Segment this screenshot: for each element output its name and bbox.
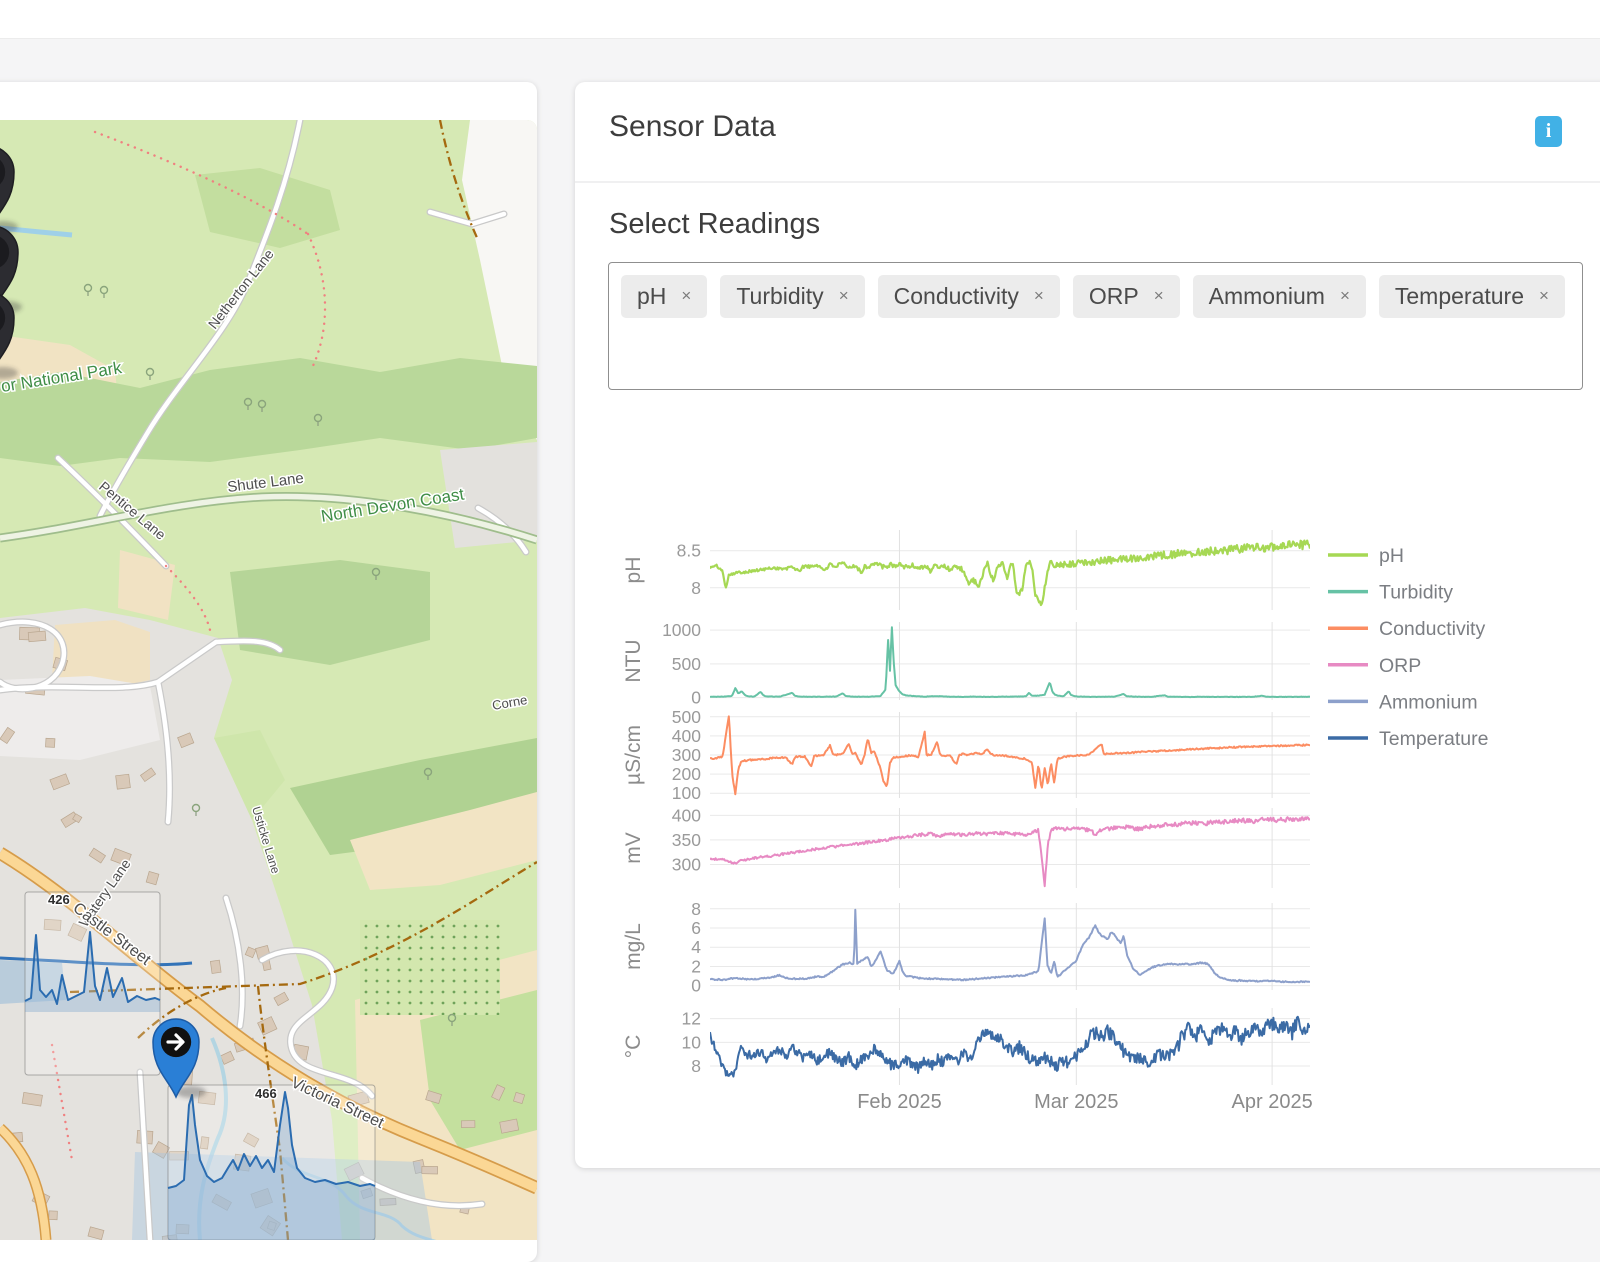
selected-reading-chip[interactable]: Turbidity × xyxy=(720,275,865,319)
selected-reading-chip[interactable]: Temperature × xyxy=(1378,275,1565,319)
subplot-turbidity: 0 500 1000 NTU xyxy=(622,620,1310,708)
svg-text:100: 100 xyxy=(672,783,701,803)
river-line xyxy=(0,956,193,967)
sensor-data-panel: Sensor Data i Select Readings pH × Turbidi… xyxy=(575,82,1600,1168)
panel-title: Sensor Data xyxy=(609,110,776,143)
chip-remove-icon[interactable]: × xyxy=(1339,286,1350,306)
svg-text:500: 500 xyxy=(672,707,701,727)
chip-remove-icon[interactable]: × xyxy=(1153,286,1164,306)
svg-text:Turbidity: Turbidity xyxy=(1379,582,1453,604)
hydrograph-line xyxy=(167,1091,376,1189)
selected-reading-chip[interactable]: Conductivity × xyxy=(877,275,1060,319)
svg-text:pH: pH xyxy=(622,557,645,584)
x-tick-label: Mar 2025 xyxy=(1034,1091,1119,1113)
svg-text:500: 500 xyxy=(672,654,701,674)
svg-text:12: 12 xyxy=(682,1009,701,1029)
svg-text:8: 8 xyxy=(691,578,701,598)
tree-icon xyxy=(191,803,201,813)
header-divider xyxy=(575,181,1600,183)
chip-remove-icon[interactable]: × xyxy=(1033,286,1044,306)
svg-text:200: 200 xyxy=(672,764,701,784)
svg-text:10: 10 xyxy=(682,1032,702,1052)
marker-direction-icon xyxy=(166,1033,185,1051)
chip-label: pH xyxy=(637,283,667,309)
svg-text:Ammonium: Ammonium xyxy=(1379,691,1478,713)
selected-reading-chip[interactable]: pH × xyxy=(621,275,708,319)
map-card: Netherton Lane or National Park Pentice La… xyxy=(0,82,537,1262)
subplot-orp: 300 350 400 mV xyxy=(622,805,1310,888)
tree-icon xyxy=(83,283,93,293)
tree-icon xyxy=(423,767,433,777)
svg-text:6: 6 xyxy=(691,918,701,938)
svg-text:350: 350 xyxy=(672,830,701,850)
map-marker[interactable] xyxy=(152,1018,206,1099)
chip-label: Conductivity xyxy=(893,283,1019,309)
map[interactable]: Netherton Lane or National Park Pentice La… xyxy=(0,120,537,1262)
svg-text:8.5: 8.5 xyxy=(677,541,701,561)
readings-multiselect[interactable]: pH × Turbidity × Conductivity × ORP × Ammonium × T… xyxy=(608,262,1583,390)
svg-text:300: 300 xyxy=(672,854,701,874)
svg-text:8: 8 xyxy=(691,899,701,919)
tree-icon xyxy=(243,397,253,407)
subplot-ph: 8 8.5 pH xyxy=(622,530,1310,610)
orchard-area xyxy=(360,920,500,1015)
tree-icon xyxy=(99,285,109,295)
svg-text:ORP: ORP xyxy=(1379,655,1421,677)
tree-icon xyxy=(313,413,323,423)
chip-label: Temperature xyxy=(1394,283,1524,309)
chip-label: Ammonium xyxy=(1208,283,1325,309)
svg-text:300: 300 xyxy=(672,745,701,765)
svg-text:0: 0 xyxy=(691,976,701,996)
svg-text:mV: mV xyxy=(622,832,645,864)
select-readings-heading: Select Readings xyxy=(609,208,821,240)
svg-text:2: 2 xyxy=(691,956,701,976)
x-tick-label: Apr 2025 xyxy=(1232,1091,1313,1113)
map-label-ref_a: 426 xyxy=(48,892,70,907)
x-tick-label: Feb 2025 xyxy=(857,1091,942,1113)
svg-text:0: 0 xyxy=(691,688,701,708)
map-marker[interactable] xyxy=(0,292,18,379)
svg-text:pH: pH xyxy=(1379,545,1404,567)
svg-text:µS/cm: µS/cm xyxy=(622,725,645,785)
chip-remove-icon[interactable]: × xyxy=(681,286,692,306)
tree-icon xyxy=(257,399,267,409)
tree-icon xyxy=(371,567,381,577)
svg-text:mg/L: mg/L xyxy=(622,923,645,970)
subplot-temperature: 8 10 12 °C xyxy=(622,1008,1310,1085)
svg-text:400: 400 xyxy=(672,726,701,746)
hydrograph-overlay xyxy=(24,891,161,1076)
svg-text:Conductivity: Conductivity xyxy=(1379,618,1485,640)
svg-text:4: 4 xyxy=(691,937,701,957)
chart-legend: pH Turbidity Conductivity ORP Ammonium Temper… xyxy=(1328,545,1488,750)
hydrograph-line xyxy=(24,931,161,1005)
map-label-ref_b: 466 xyxy=(255,1086,277,1101)
selected-reading-chip[interactable]: ORP × xyxy=(1072,275,1180,319)
svg-text:1000: 1000 xyxy=(662,620,701,640)
tree-icon xyxy=(145,367,155,377)
svg-text:Temperature: Temperature xyxy=(1379,728,1488,750)
svg-text:400: 400 xyxy=(672,805,701,825)
svg-text:NTU: NTU xyxy=(622,639,645,682)
chip-label: Turbidity xyxy=(736,283,824,309)
chip-remove-icon[interactable]: × xyxy=(1539,286,1549,306)
tree-icon xyxy=(447,1013,457,1023)
chip-label: ORP xyxy=(1088,283,1139,309)
svg-text:°C: °C xyxy=(622,1035,645,1059)
sensor-chart: 88.5pH05001000NTU100200300400500µS/cm300… xyxy=(622,530,1488,1113)
info-icon[interactable]: i xyxy=(1535,116,1562,147)
svg-text:8: 8 xyxy=(691,1056,701,1076)
selected-reading-chip[interactable]: Ammonium × xyxy=(1192,275,1366,319)
top-bar xyxy=(0,0,1600,39)
chip-remove-icon[interactable]: × xyxy=(838,286,849,306)
